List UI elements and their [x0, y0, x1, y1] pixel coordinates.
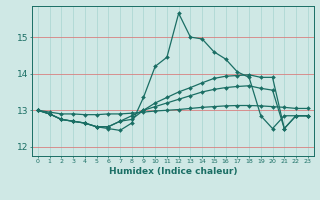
X-axis label: Humidex (Indice chaleur): Humidex (Indice chaleur)	[108, 167, 237, 176]
